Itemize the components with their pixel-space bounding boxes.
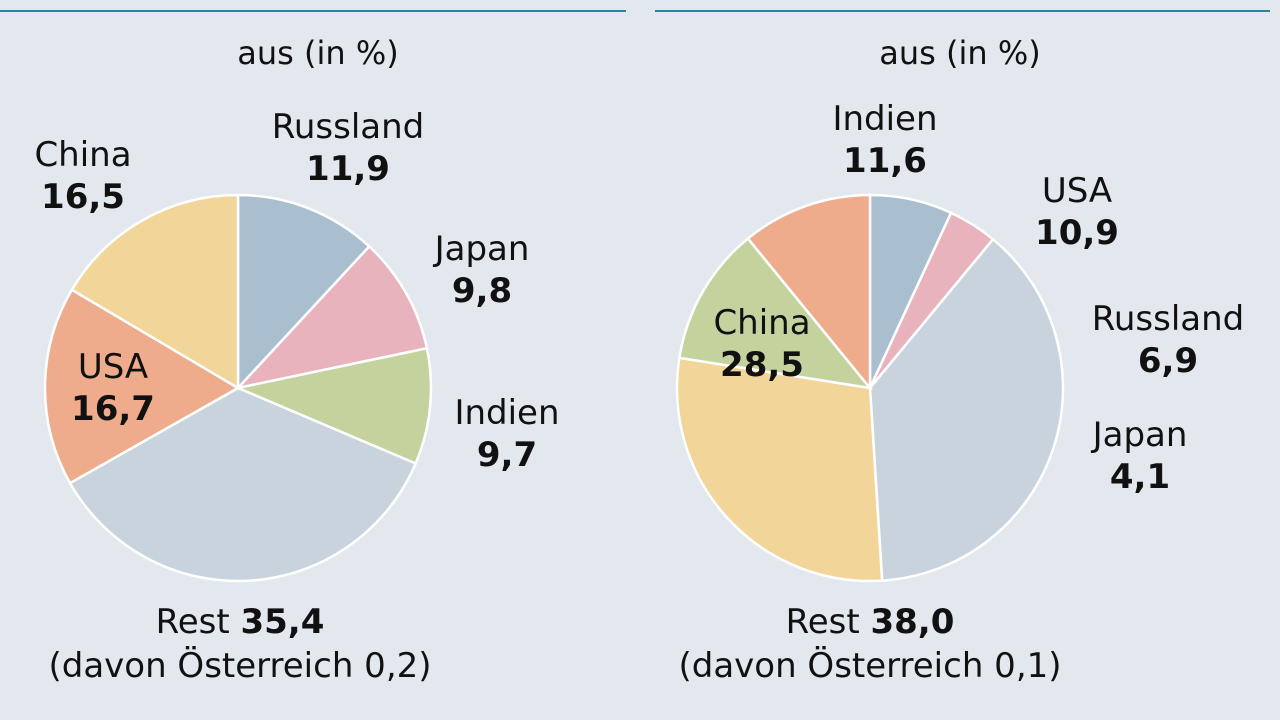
right-header-rule [655, 10, 1270, 12]
label-indien-name: Indien [454, 393, 560, 433]
pie-slice-russland [236, 193, 371, 392]
pie-slice-rest [68, 386, 418, 583]
label-indien-value: 11,6 [843, 141, 927, 181]
label-indien: Indien 9,7 [446, 392, 568, 476]
label-china-value: 16,5 [41, 177, 125, 217]
label-japan-value: 9,8 [451, 271, 513, 311]
label-japan-name: Japan [1092, 415, 1188, 455]
label-china-name: China [713, 303, 811, 343]
label-china-value: 28,5 [720, 345, 804, 385]
label-indien: Indien 11,6 [820, 98, 950, 182]
pie-chart-right: aus (in %) Indien 11,6 USA 10,9 Russland… [640, 0, 1260, 720]
label-rest-name: Rest [155, 602, 230, 642]
pie-slice-rest [868, 237, 1065, 582]
rest-note: (davon Österreich 0,1) [678, 646, 1062, 686]
label-china: China 16,5 [28, 134, 138, 218]
pie-slice-usa [746, 193, 872, 392]
left-header-rule [0, 10, 626, 12]
label-japan-value: 4,1 [1109, 457, 1171, 497]
label-russland-name: Russland [1091, 299, 1245, 339]
label-usa-value: 10,9 [1035, 213, 1119, 253]
pie-slice-japan [234, 244, 429, 391]
chart-subtitle: aus (in %) [879, 34, 1041, 72]
label-russland-name: Russland [271, 107, 425, 147]
label-russland-value: 11,9 [306, 149, 390, 189]
chart-subtitle: aus (in %) [237, 34, 399, 72]
label-china: China 28,5 [702, 302, 822, 386]
pie-slice-indien [233, 346, 433, 466]
label-rest-value: 38,0 [870, 602, 955, 642]
label-indien-value: 9,7 [476, 435, 538, 475]
label-usa-name: USA [1041, 171, 1113, 211]
pie-slice-china [675, 356, 884, 583]
label-russland: Russland 11,9 [262, 106, 434, 190]
label-indien-name: Indien [832, 99, 938, 139]
label-japan: Japan 4,1 [1080, 414, 1200, 498]
label-russland: Russland 6,9 [1082, 298, 1254, 382]
label-usa: USA 10,9 [1022, 170, 1132, 254]
label-usa-name: USA [77, 347, 149, 387]
pie-left-svg [43, 193, 433, 583]
label-rest: Rest 38,0 (davon Österreich 0,1) [640, 600, 1100, 688]
label-japan: Japan 9,8 [426, 228, 538, 312]
label-usa: USA 16,7 [58, 346, 168, 430]
rest-note: (davon Österreich 0,2) [48, 646, 432, 686]
label-china-name: China [34, 135, 132, 175]
pie-slice-usa [43, 288, 241, 485]
label-rest-name: Rest [785, 602, 860, 642]
label-japan-name: Japan [434, 229, 530, 269]
label-rest: Rest 35,4 (davon Österreich 0,2) [10, 600, 470, 688]
pie-slice-indien [677, 236, 874, 390]
pie-right-svg [675, 193, 1065, 583]
label-rest-value: 35,4 [240, 602, 325, 642]
label-russland-value: 6,9 [1137, 341, 1199, 381]
pie-slice-china [70, 193, 240, 391]
pie-chart-left: aus (in %) China 16,5 Russland 11,9 Japa… [0, 0, 620, 720]
label-usa-value: 16,7 [71, 389, 155, 429]
